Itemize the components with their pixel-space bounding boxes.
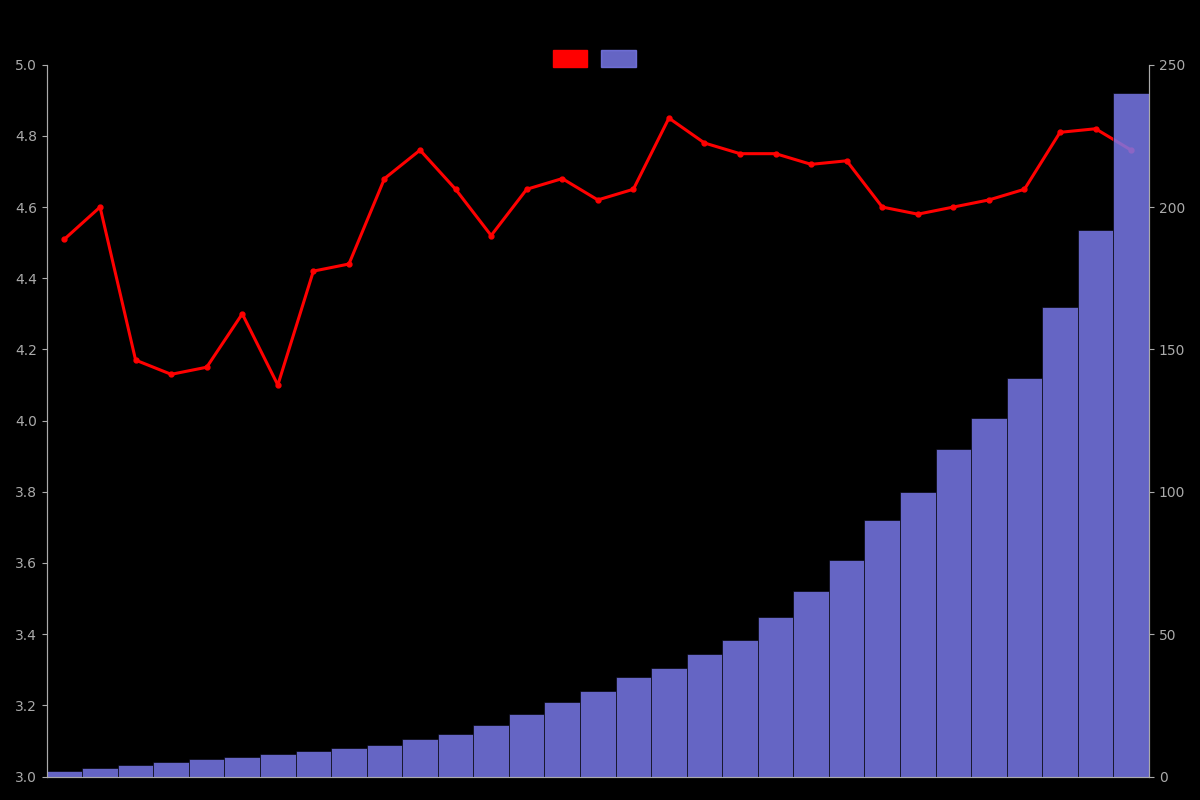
Bar <box>224 757 260 777</box>
Bar <box>616 677 652 777</box>
Bar <box>188 759 224 777</box>
Bar <box>864 520 900 777</box>
Bar <box>652 668 686 777</box>
Bar <box>295 751 331 777</box>
Bar <box>1078 230 1114 777</box>
Bar <box>1114 93 1148 777</box>
Bar <box>473 726 509 777</box>
Bar <box>758 617 793 777</box>
Bar <box>118 765 154 777</box>
Bar <box>900 492 936 777</box>
Bar <box>686 654 722 777</box>
Bar <box>1043 306 1078 777</box>
Bar <box>545 702 580 777</box>
Bar <box>936 449 971 777</box>
Bar <box>438 734 473 777</box>
Bar <box>793 591 829 777</box>
Bar <box>971 418 1007 777</box>
Bar <box>367 745 402 777</box>
Bar <box>509 714 545 777</box>
Legend: , : , <box>546 43 650 74</box>
Bar <box>83 768 118 777</box>
Bar <box>260 754 295 777</box>
Bar <box>1007 378 1043 777</box>
Bar <box>402 739 438 777</box>
Bar <box>47 771 83 777</box>
Bar <box>580 691 616 777</box>
Bar <box>154 762 188 777</box>
Bar <box>722 640 758 777</box>
Bar <box>829 560 864 777</box>
Bar <box>331 748 367 777</box>
